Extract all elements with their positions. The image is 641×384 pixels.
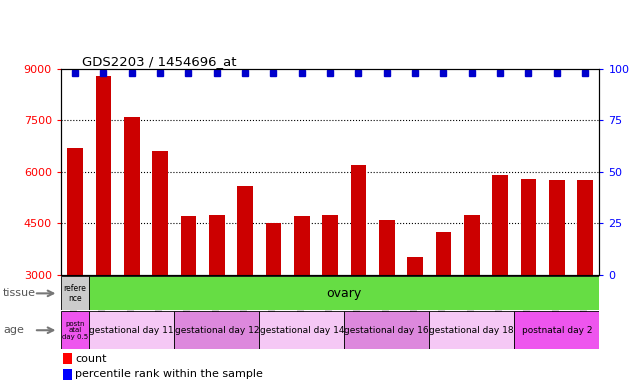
Bar	[379, 220, 395, 377]
Bar	[209, 215, 224, 377]
Bar	[237, 185, 253, 377]
Text: gestational day 14: gestational day 14	[260, 326, 344, 335]
Text: postn
atal
day 0.5: postn atal day 0.5	[62, 321, 88, 340]
Bar	[492, 175, 508, 377]
Bar	[520, 179, 537, 377]
Text: age: age	[3, 325, 24, 335]
Bar	[61, 311, 89, 349]
Bar	[351, 165, 366, 377]
Bar	[259, 311, 344, 349]
Bar	[429, 311, 514, 349]
Text: GDS2203 / 1454696_at: GDS2203 / 1454696_at	[83, 55, 237, 68]
Text: refere
nce: refere nce	[63, 284, 87, 303]
Bar	[63, 354, 72, 364]
Bar	[61, 276, 89, 310]
Text: postnatal day 2: postnatal day 2	[522, 326, 592, 335]
Bar	[514, 311, 599, 349]
Bar	[174, 311, 259, 349]
Text: tissue: tissue	[3, 288, 36, 298]
Bar	[294, 216, 310, 377]
Bar	[67, 148, 83, 377]
Bar	[407, 257, 423, 377]
Bar	[578, 180, 593, 377]
Bar	[124, 117, 140, 377]
Bar	[344, 311, 429, 349]
Bar	[464, 215, 479, 377]
Text: ovary: ovary	[327, 287, 362, 300]
Bar	[322, 215, 338, 377]
Bar	[549, 180, 565, 377]
Bar	[265, 223, 281, 377]
Text: percentile rank within the sample: percentile rank within the sample	[76, 369, 263, 379]
Bar	[181, 216, 196, 377]
Text: gestational day 12: gestational day 12	[174, 326, 259, 335]
Bar	[153, 151, 168, 377]
Text: gestational day 16: gestational day 16	[344, 326, 429, 335]
Text: gestational day 11: gestational day 11	[90, 326, 174, 335]
Text: gestational day 18: gestational day 18	[429, 326, 514, 335]
Bar	[89, 311, 174, 349]
Text: count: count	[76, 354, 107, 364]
Bar	[436, 232, 451, 377]
Bar	[96, 76, 111, 377]
Bar	[63, 369, 72, 379]
